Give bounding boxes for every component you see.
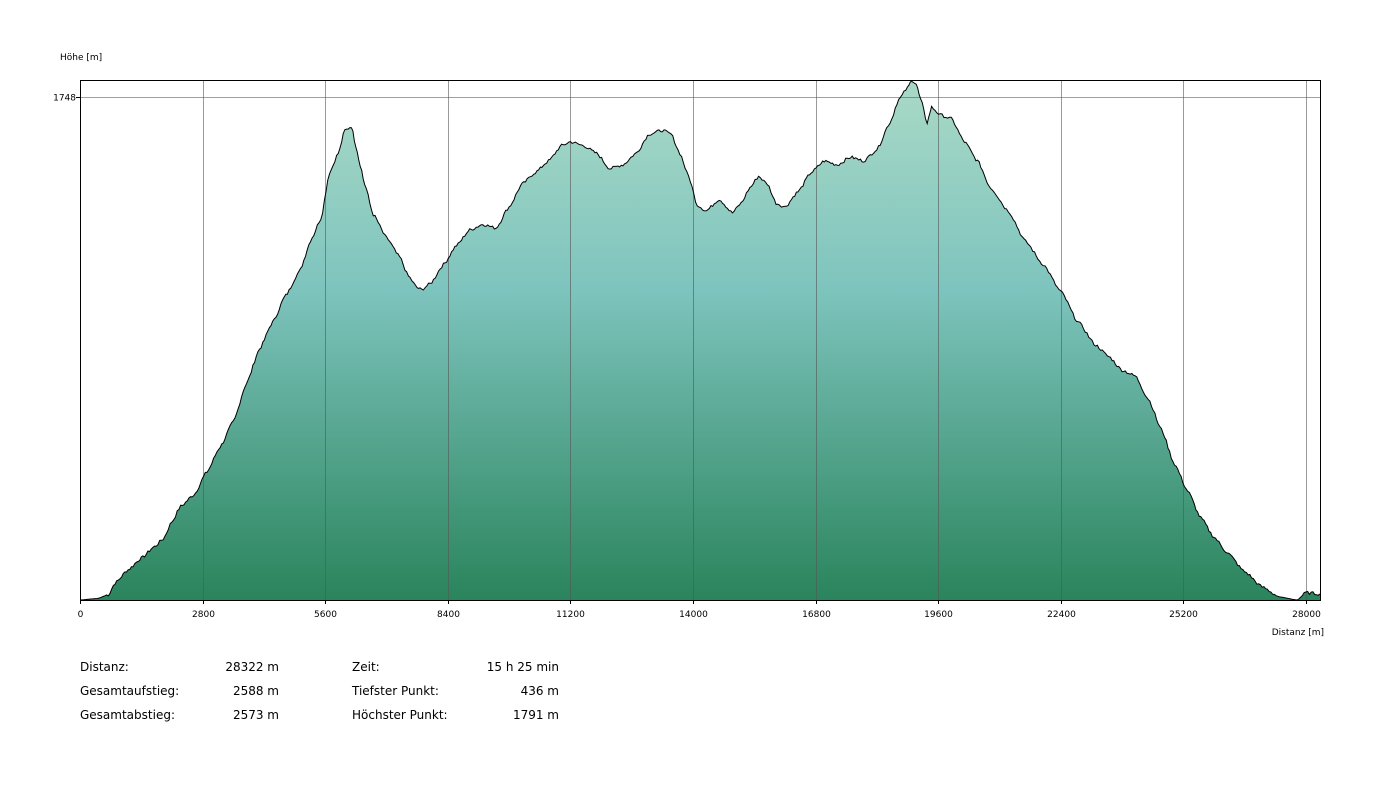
elevation-line [79, 80, 1321, 601]
x-tick-label: 19600 [924, 610, 953, 620]
x-axis-ticks: 0 2800 5600 8400 11200 14000 16800 19600 22400 25… [78, 600, 1321, 620]
stat-descent-value: 2573 m [232, 708, 279, 722]
y-tick-label: 1748 [53, 94, 76, 104]
stat-lowest-point-label: Tiefster Punkt: [352, 684, 439, 698]
x-tick-label: 16800 [802, 610, 831, 620]
elevation-area [80, 81, 1320, 600]
x-tick-label: 5600 [314, 610, 337, 620]
y-axis-ticks: 1748 [53, 94, 80, 104]
stat-ascent-label: Gesamtaufstieg: [80, 684, 180, 698]
plot-frame [80, 80, 1321, 601]
x-tick-label: 28000 [1292, 610, 1321, 620]
stat-highest-point-label: Höchster Punkt: [352, 708, 448, 722]
x-tick-label: 2800 [192, 610, 215, 620]
stat-time-label: Zeit: [352, 660, 380, 674]
stat-highest-point-value: 1791 m [512, 708, 559, 722]
x-tick-label: 8400 [437, 610, 460, 620]
stat-time-value: 15 h 25 min [486, 660, 559, 674]
x-tick-label: 0 [78, 610, 84, 620]
x-tick-label: 25200 [1169, 610, 1198, 620]
stat-lowest-point-value: 436 m [520, 684, 559, 698]
stat-distance-label: Distanz: [80, 660, 129, 674]
x-tick-label: 22400 [1047, 610, 1076, 620]
y-axis-label: Höhe [m] [60, 53, 102, 63]
stat-ascent-value: 2588 m [232, 684, 279, 698]
stat-descent-label: Gesamtabstieg: [80, 708, 175, 722]
stat-distance-value: 28322 m [225, 660, 279, 674]
x-axis-label: Distanz [m] [1272, 628, 1324, 638]
x-tick-label: 11200 [556, 610, 585, 620]
x-tick-label: 14000 [679, 610, 708, 620]
